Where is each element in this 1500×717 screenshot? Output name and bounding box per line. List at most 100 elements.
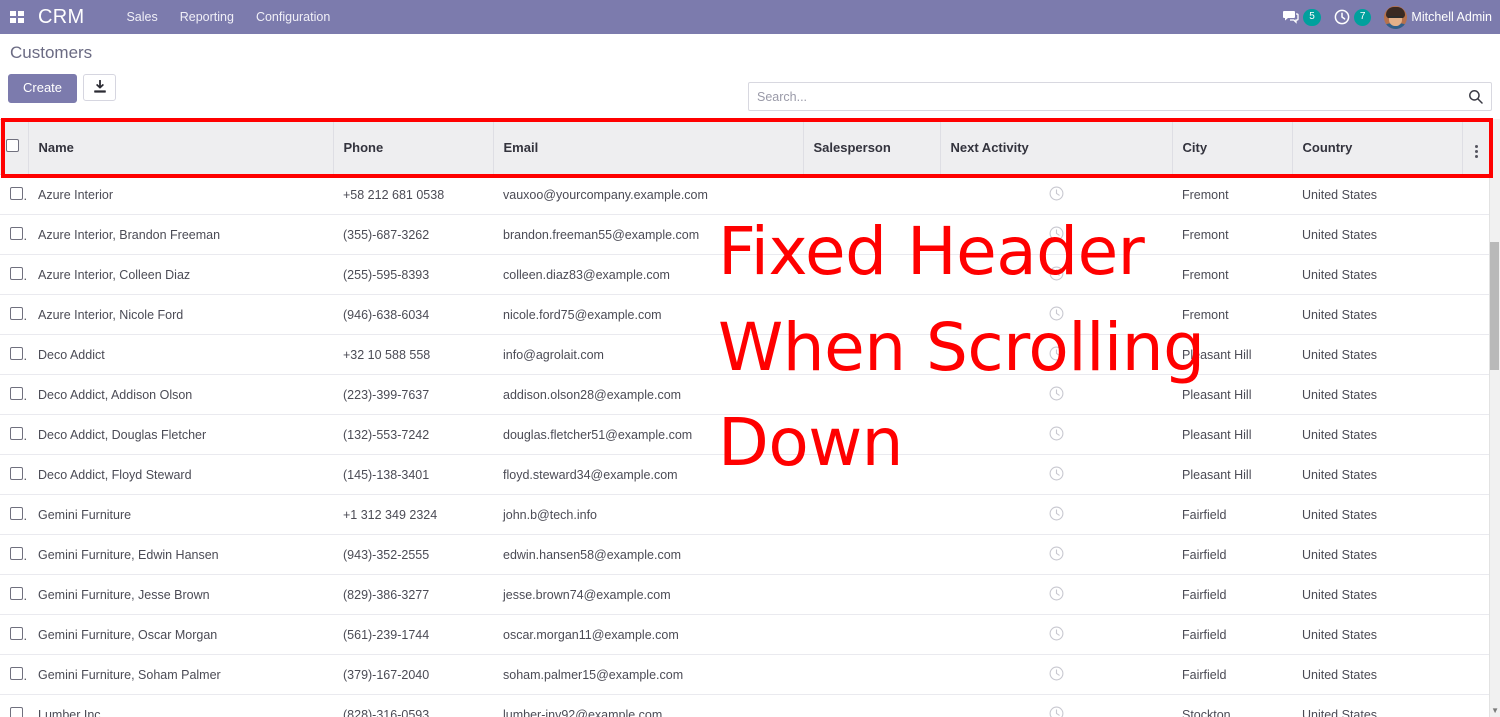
app-brand-crm[interactable]: CRM [38,5,85,28]
cell-country: United States [1292,454,1462,495]
cell-city: Pleasant Hill [1172,414,1292,455]
activities-menu[interactable]: 7 [1334,8,1372,26]
cell-next-activity[interactable] [940,214,1172,255]
row-checkbox-cell[interactable] [0,414,28,455]
checkbox-icon[interactable] [10,506,23,520]
cell-phone: +32 10 588 558 [333,334,493,375]
vertical-scrollbar[interactable]: ▼ [1489,119,1500,717]
column-header-next-activity[interactable]: Next Activity [940,119,1173,175]
cell-next-activity[interactable] [940,454,1172,495]
search-icon[interactable] [1468,89,1483,104]
table-row[interactable]: Azure Interior, Nicole Ford (946)-638-603… [0,294,1490,335]
column-header-salesperson[interactable]: Salesperson [803,119,941,175]
navbar-menu: Sales Reporting Configuration [126,10,330,24]
checkbox-icon[interactable] [10,226,23,240]
column-header-name[interactable]: Name [28,119,334,175]
checkbox-icon[interactable] [10,386,23,400]
scroll-down-arrow-icon[interactable]: ▼ [1491,706,1499,715]
user-menu[interactable]: Mitchell Admin [1384,5,1492,29]
clock-activity-icon [1334,9,1350,25]
nav-item-reporting[interactable]: Reporting [179,10,234,24]
cell-email: vauxoo@yourcompany.example.com [493,174,803,215]
cell-next-activity[interactable] [940,374,1172,415]
checkbox-icon[interactable] [10,346,23,360]
table-row[interactable]: Deco Addict, Addison Olson (223)-399-7637… [0,374,1490,415]
column-header-email[interactable]: Email [493,119,804,175]
cell-next-activity[interactable] [940,174,1172,215]
row-checkbox-cell[interactable] [0,294,28,335]
table-row[interactable]: Lumber Inc (828)-316-0593 lumber-inv92@exa… [0,694,1490,717]
column-header-country[interactable]: Country [1292,119,1463,175]
row-checkbox-cell[interactable] [0,374,28,415]
cell-next-activity[interactable] [940,574,1172,615]
cell-phone: (355)-687-3262 [333,214,493,255]
clock-icon [1049,186,1064,204]
column-header-city[interactable]: City [1172,119,1293,175]
checkbox-icon[interactable] [10,186,23,200]
cell-city: Fairfield [1172,614,1292,655]
row-checkbox-cell[interactable] [0,254,28,295]
row-checkbox-cell[interactable] [0,174,28,215]
table-row[interactable]: Gemini Furniture, Edwin Hansen (943)-352-… [0,534,1490,575]
cell-email: douglas.fletcher51@example.com [493,414,803,455]
table-row[interactable]: Gemini Furniture, Jesse Brown (829)-386-3… [0,574,1490,615]
cell-next-activity[interactable] [940,494,1172,535]
table-row[interactable]: Gemini Furniture, Soham Palmer (379)-167-… [0,654,1490,695]
row-checkbox-cell[interactable] [0,574,28,615]
cell-email: brandon.freeman55@example.com [493,214,803,255]
import-button[interactable] [83,74,117,101]
cell-next-activity[interactable] [940,534,1172,575]
checkbox-icon[interactable] [10,706,23,717]
row-checkbox-cell[interactable] [0,334,28,375]
table-row[interactable]: Azure Interior +58 212 681 0538 vauxoo@you… [0,174,1490,215]
cell-name: Deco Addict [28,334,333,375]
search-input[interactable] [757,89,1468,104]
row-checkbox-cell[interactable] [0,534,28,575]
checkbox-icon[interactable] [10,426,23,440]
table-row[interactable]: Gemini Furniture +1 312 349 2324 john.b@te… [0,494,1490,535]
table-row[interactable]: Gemini Furniture, Oscar Morgan (561)-239-… [0,614,1490,655]
checkbox-icon[interactable] [10,666,23,680]
checkbox-icon[interactable] [10,466,23,480]
row-checkbox-cell[interactable] [0,494,28,535]
cell-next-activity[interactable] [940,614,1172,655]
checkbox-icon[interactable] [10,266,23,280]
column-options-button[interactable] [1462,119,1491,175]
nav-item-configuration[interactable]: Configuration [255,10,331,24]
checkbox-icon[interactable] [10,586,23,600]
checkbox-icon[interactable] [10,546,23,560]
cell-next-activity[interactable] [940,654,1172,695]
scrollbar-thumb[interactable] [1490,242,1499,370]
apps-grid-icon[interactable] [0,0,34,34]
cell-next-activity[interactable] [940,254,1172,295]
row-spacer-cell [1462,574,1490,615]
activities-badge: 7 [1353,8,1372,26]
cell-next-activity[interactable] [940,414,1172,455]
cell-next-activity[interactable] [940,294,1172,335]
table-row[interactable]: Deco Addict, Floyd Steward (145)-138-3401… [0,454,1490,495]
table-row[interactable]: Deco Addict +32 10 588 558 info@agrolait.c… [0,334,1490,375]
table-row[interactable]: Deco Addict, Douglas Fletcher (132)-553-7… [0,414,1490,455]
cell-email: lumber-inv92@example.com [493,694,803,717]
table-row[interactable]: Azure Interior, Brandon Freeman (355)-687… [0,214,1490,255]
row-checkbox-cell[interactable] [0,214,28,255]
row-checkbox-cell[interactable] [0,614,28,655]
cell-country: United States [1292,414,1462,455]
cell-next-activity[interactable] [940,694,1172,717]
row-checkbox-cell[interactable] [0,654,28,695]
column-header-phone[interactable]: Phone [333,119,494,175]
cell-next-activity[interactable] [940,334,1172,375]
checkbox-icon[interactable] [10,626,23,640]
messages-menu[interactable]: 5 [1283,8,1321,26]
checkbox-icon[interactable] [6,139,19,152]
cell-name: Gemini Furniture, Jesse Brown [28,574,333,615]
checkbox-icon[interactable] [10,306,23,320]
create-button[interactable]: Create [8,74,78,103]
nav-item-sales[interactable]: Sales [126,10,158,24]
search-box[interactable] [748,82,1492,111]
table-row[interactable]: Azure Interior, Colleen Diaz (255)-595-83… [0,254,1490,295]
row-checkbox-cell[interactable] [0,694,28,717]
row-checkbox-cell[interactable] [0,454,28,495]
breadcrumb[interactable]: Customers [10,43,93,62]
